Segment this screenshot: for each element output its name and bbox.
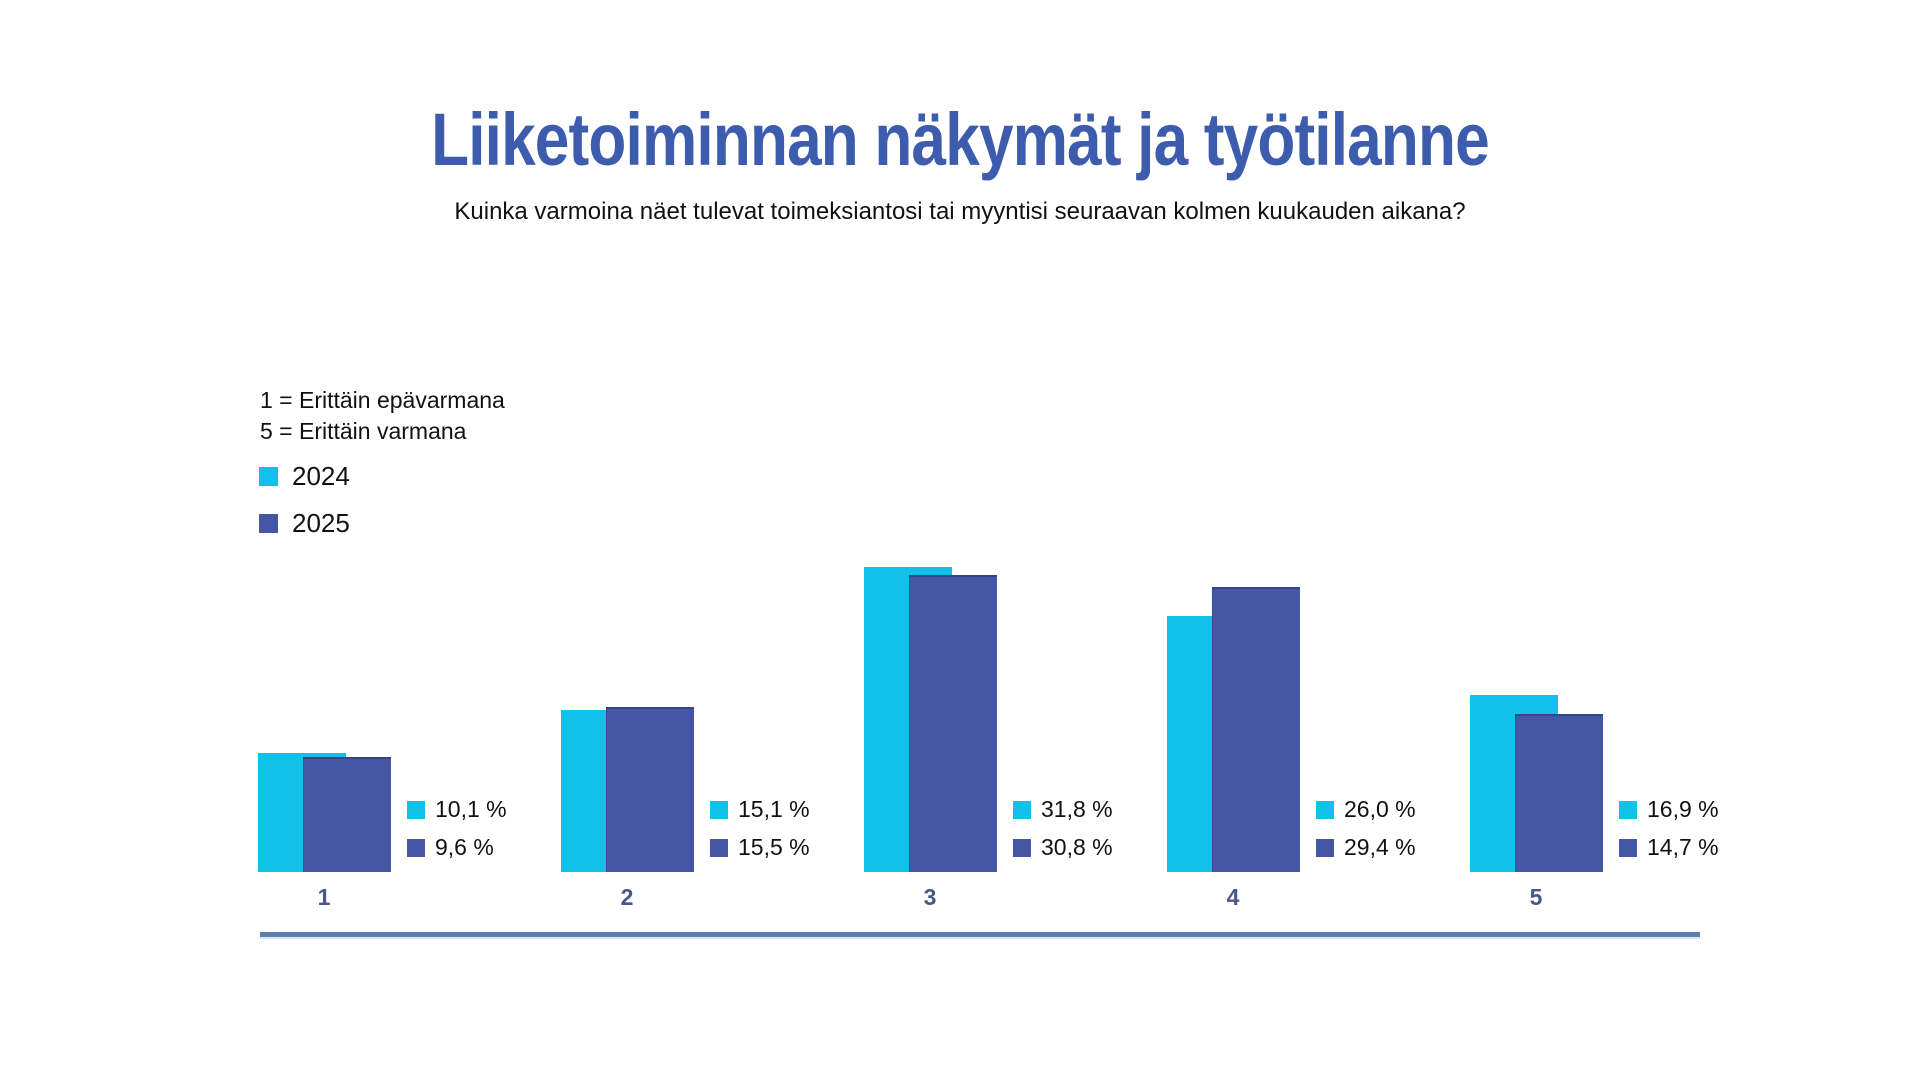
x-axis-line — [260, 932, 1700, 939]
value-text-2025-cat5: 14,7 % — [1647, 834, 1719, 860]
x-axis-label-2: 2 — [620, 884, 634, 910]
chart-subtitle: Kuinka varmoina näet tulevat toimeksiant… — [454, 198, 1466, 225]
value-swatch-2024-icon — [1619, 800, 1637, 819]
value-text-2025-cat4: 29,4 % — [1344, 834, 1416, 860]
value-label-2025-cat3: 30,8 % — [1013, 834, 1113, 861]
scale-note-low: 1 = Erittäin epävarmana — [260, 387, 505, 413]
chart-title: Liiketoiminnan näkymät ja työtilanne — [431, 98, 1490, 181]
value-swatch-2024-icon — [1013, 800, 1031, 819]
value-text-2024-cat5: 16,9 % — [1647, 796, 1719, 822]
value-swatch-2024-icon — [407, 800, 425, 819]
legend-label-2024: 2024 — [292, 461, 350, 491]
value-label-2025-cat2: 15,5 % — [710, 834, 810, 861]
value-text-2024-cat1: 10,1 % — [435, 796, 507, 822]
value-text-2024-cat4: 26,0 % — [1344, 796, 1416, 822]
x-axis-label-5: 5 — [1529, 884, 1543, 910]
legend-label-2025: 2025 — [292, 508, 350, 538]
value-swatch-2025-icon — [1619, 838, 1637, 857]
value-label-2024-cat1: 10,1 % — [407, 796, 507, 823]
bar-2025-cat3 — [909, 575, 997, 872]
legend-item-2024: 2024 — [259, 461, 350, 492]
value-text-2024-cat2: 15,1 % — [738, 796, 810, 822]
value-text-2025-cat2: 15,5 % — [738, 834, 810, 860]
value-label-2025-cat5: 14,7 % — [1619, 834, 1719, 861]
bar-2025-cat1 — [303, 757, 391, 872]
scale-notes: 1 = Erittäin epävarmana 5 = Erittäin var… — [260, 385, 505, 447]
value-swatch-2024-icon — [1316, 800, 1334, 819]
value-label-2024-cat3: 31,8 % — [1013, 796, 1113, 823]
bar-2025-cat5 — [1515, 714, 1603, 872]
value-text-2024-cat3: 31,8 % — [1041, 796, 1113, 822]
value-label-2025-cat4: 29,4 % — [1316, 834, 1416, 861]
value-label-2024-cat4: 26,0 % — [1316, 796, 1416, 823]
value-text-2025-cat3: 30,8 % — [1041, 834, 1113, 860]
x-axis-label-3: 3 — [923, 884, 937, 910]
scale-note-high: 5 = Erittäin varmana — [260, 418, 467, 444]
value-text-2025-cat1: 9,6 % — [435, 834, 494, 860]
legend-item-2025: 2025 — [259, 508, 350, 539]
value-label-2024-cat5: 16,9 % — [1619, 796, 1719, 823]
value-label-2024-cat2: 15,1 % — [710, 796, 810, 823]
x-axis-label-1: 1 — [317, 884, 331, 910]
value-swatch-2025-icon — [407, 838, 425, 857]
bar-2025-cat4 — [1212, 587, 1300, 872]
value-swatch-2025-icon — [1013, 838, 1031, 857]
legend-swatch-2025-icon — [259, 514, 278, 533]
legend-swatch-2024-icon — [259, 467, 278, 486]
bar-2025-cat2 — [606, 707, 694, 872]
value-swatch-2025-icon — [710, 838, 728, 857]
value-swatch-2024-icon — [710, 800, 728, 819]
value-label-2025-cat1: 9,6 % — [407, 834, 494, 861]
x-axis-label-4: 4 — [1226, 884, 1240, 910]
value-swatch-2025-icon — [1316, 838, 1334, 857]
